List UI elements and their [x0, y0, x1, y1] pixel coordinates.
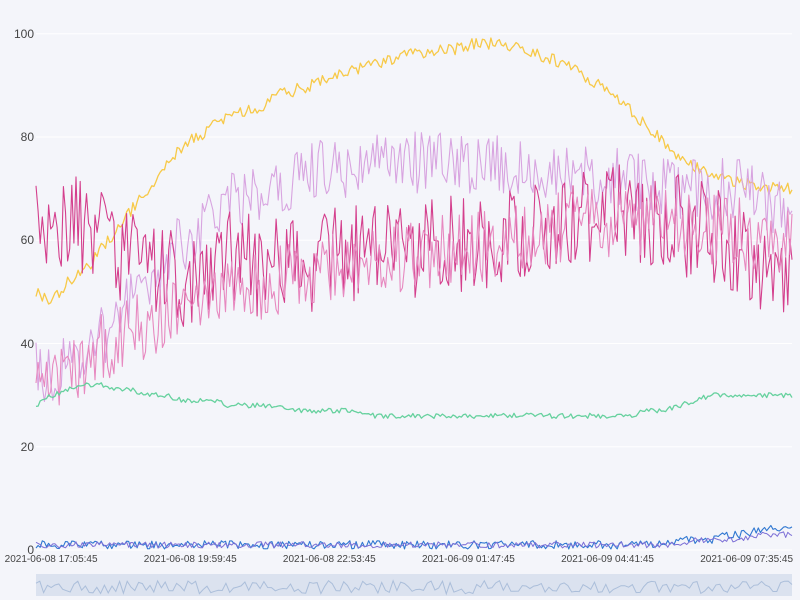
timeseries-chart: 020406080100 2021-06-08 17:05:452021-06-…: [0, 0, 800, 600]
x-tick-label: 2021-06-08 19:59:45: [144, 554, 237, 565]
y-tick-label: 40: [21, 337, 34, 351]
y-tick-label: 80: [21, 130, 34, 144]
x-tick-label: 2021-06-08 17:05:45: [5, 554, 98, 565]
x-tick-label: 2021-06-09 01:47:45: [422, 554, 515, 565]
x-tick-label: 2021-06-09 07:35:45: [700, 554, 793, 565]
chart-svg: [0, 0, 800, 600]
x-tick-label: 2021-06-09 04:41:45: [561, 554, 654, 565]
y-tick-label: 60: [21, 233, 34, 247]
x-tick-label: 2021-06-08 22:53:45: [283, 554, 376, 565]
y-tick-label: 20: [21, 440, 34, 454]
range-selector[interactable]: [36, 574, 792, 596]
y-tick-label: 100: [14, 27, 34, 41]
